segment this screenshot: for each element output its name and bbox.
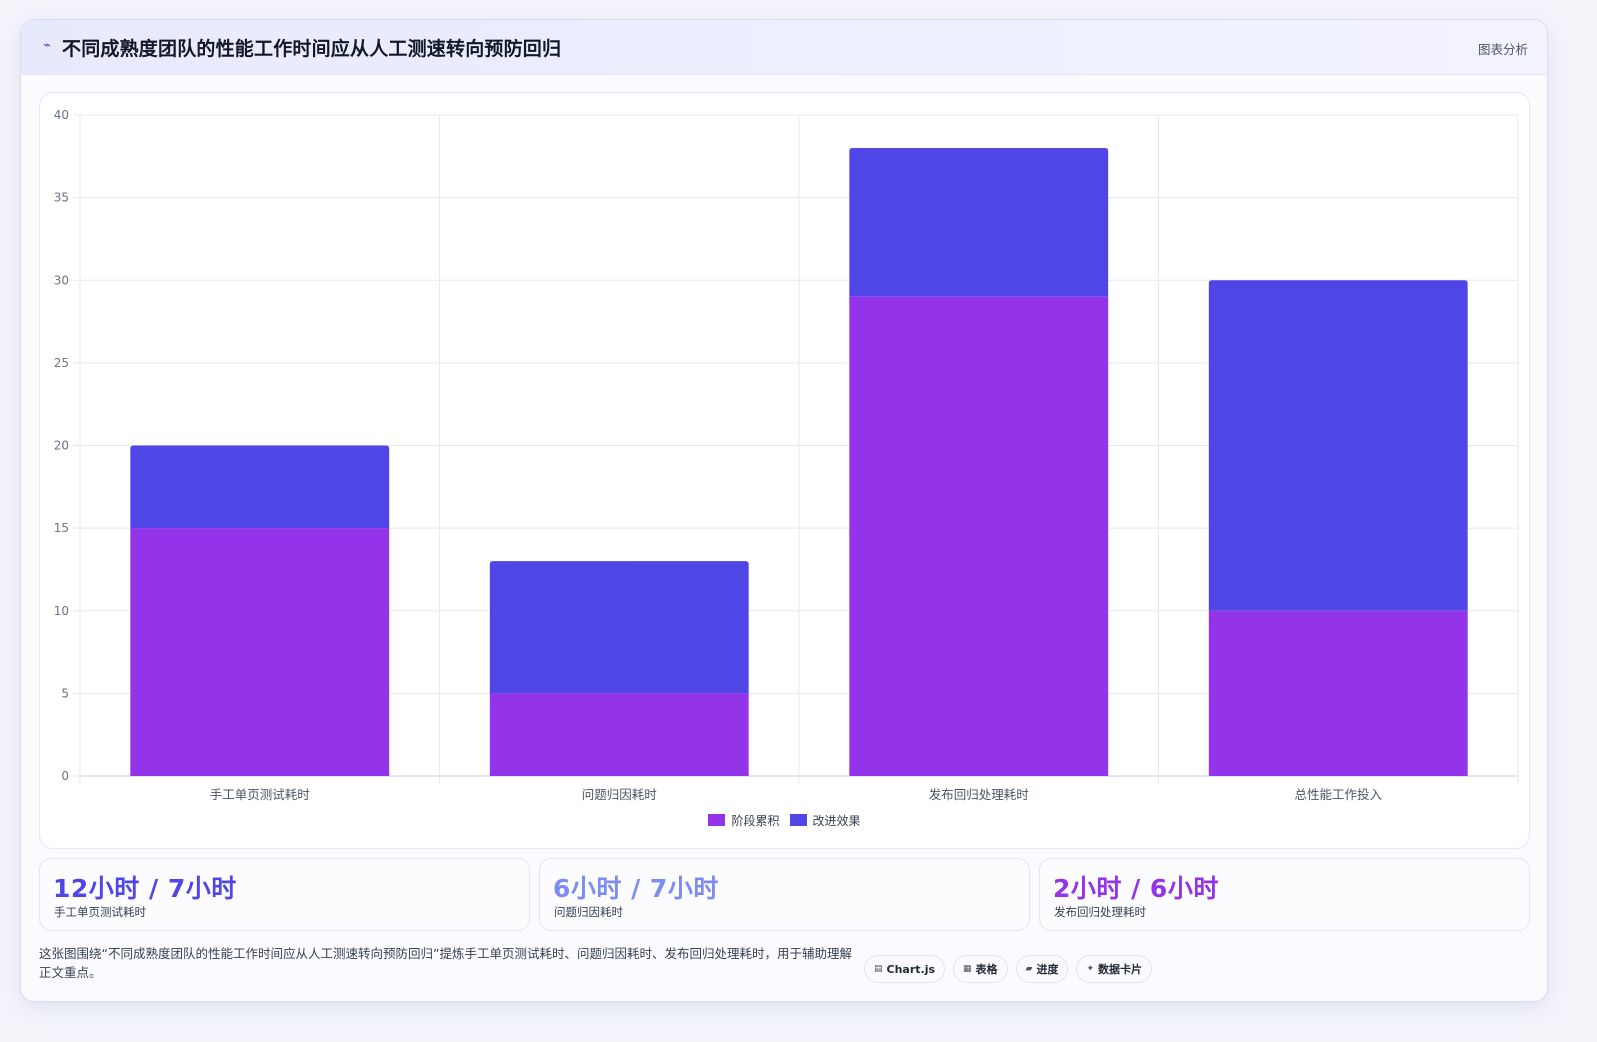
y-tick-label: 5 — [61, 686, 69, 700]
y-tick-label: 25 — [54, 356, 69, 370]
chip-label: 进度 — [1036, 963, 1059, 976]
bar-segment — [849, 148, 1109, 297]
x-tick-label: 总性能工作投入 — [1294, 787, 1382, 802]
feature-chips: ▤ Chart.js ▦ 表格 ▰ 进度 ✦ 数据卡片 — [864, 955, 1153, 983]
legend-label: 改进效果 — [812, 813, 861, 828]
bar-segment — [1208, 280, 1468, 611]
bar-segment — [489, 561, 749, 694]
bar-segment — [489, 693, 749, 776]
stat-label: 手工单页测试耗时 — [54, 905, 146, 919]
chart-panel: ⌁ 不同成熟度团队的性能工作时间应从人工测速转向预防回归 图表分析 0 5 10 15… — [20, 19, 1548, 1002]
legend-swatch — [789, 814, 807, 826]
y-tick-label: 35 — [54, 191, 69, 205]
stat-card-release-regression: 2小时 / 6小时 发布回归处理耗时 — [1039, 858, 1530, 931]
stat-label: 问题归因耗时 — [554, 905, 623, 919]
chip-label: 数据卡片 — [1098, 963, 1143, 976]
chart-card: 0 5 10 15 20 25 30 35 40 手工单页测试耗时 问题归因耗时 发布回归处理耗时 总性… — [39, 92, 1530, 849]
stat-card-attribution: 6小时 / 7小时 问题归因耗时 — [539, 858, 1030, 931]
bar-segment — [130, 528, 390, 776]
y-tick-label: 30 — [54, 273, 69, 287]
stat-label: 发布回归处理耗时 — [1054, 905, 1146, 919]
bar-segment — [1208, 610, 1468, 776]
chart-description: 这张图围绕“不同成熟度团队的性能工作时间应从人工测速转向预防回归”提炼手工单页测… — [39, 946, 852, 980]
stat-card-manual-test: 12小时 / 7小时 手工单页测试耗时 — [39, 858, 530, 931]
chip-table[interactable]: ▦ 表格 — [953, 955, 1008, 983]
chip-chart[interactable]: ▤ Chart.js — [864, 955, 946, 983]
legend-label: 阶段累积 — [731, 813, 780, 828]
chip-sparkle[interactable]: ✦ 数据卡片 — [1076, 955, 1153, 983]
sparkle-icon: ✦ — [1086, 964, 1095, 974]
pulse-icon: ⌁ — [43, 38, 51, 53]
legend-item[interactable]: 阶段累积 — [708, 812, 780, 829]
legend-swatch — [708, 814, 726, 826]
stacked-bar-chart: 0 5 10 15 20 25 30 35 40 手工单页测试耗时 问题归因耗时 发布回归处理耗时 总性… — [54, 108, 1519, 802]
bar-segment — [849, 296, 1109, 776]
y-tick-label: 0 — [61, 769, 69, 783]
stat-value: 12小时 / 7小时 — [53, 874, 237, 903]
x-tick-label: 发布回归处理耗时 — [929, 787, 1030, 802]
chip-label: 表格 — [975, 963, 998, 976]
chart-analysis-tag[interactable]: 图表分析 — [1477, 42, 1528, 57]
y-tick-label: 20 — [54, 439, 69, 453]
chip-label: Chart.js — [886, 962, 936, 976]
y-tick-label: 10 — [54, 604, 69, 618]
stat-value: 6小时 / 7小时 — [553, 874, 719, 903]
y-tick-label: 15 — [54, 521, 69, 535]
panel-header: ⌁ 不同成熟度团队的性能工作时间应从人工测速转向预防回归 图表分析 — [21, 20, 1547, 75]
page-title: 不同成熟度团队的性能工作时间应从人工测速转向预防回归 — [62, 38, 562, 60]
chart-legend: 阶段累积 改进效果 — [40, 810, 1529, 830]
stat-value: 2小时 / 6小时 — [1053, 874, 1219, 903]
table-icon: ▦ — [963, 964, 972, 974]
bar-segment — [130, 445, 390, 529]
y-tick-label: 40 — [54, 108, 69, 122]
progress-icon: ▰ — [1025, 964, 1033, 974]
x-tick-label: 手工单页测试耗时 — [210, 787, 311, 802]
x-tick-label: 问题归因耗时 — [582, 787, 658, 802]
legend-item[interactable]: 改进效果 — [789, 812, 861, 829]
chip-progress[interactable]: ▰ 进度 — [1015, 955, 1069, 983]
chart-icon: ▤ — [874, 964, 883, 974]
